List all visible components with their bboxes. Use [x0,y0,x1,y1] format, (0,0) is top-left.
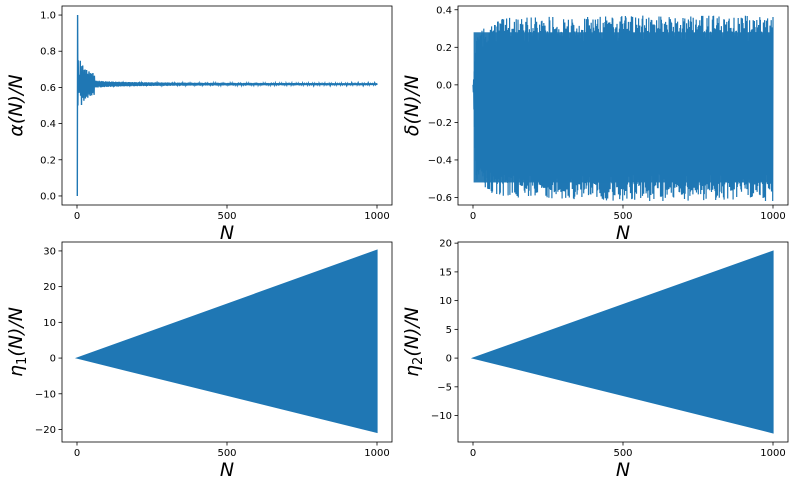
alpha-ytick-label: 0.6 [40,83,56,94]
delta-xtick-label: 1000 [760,211,785,222]
delta-ylabel: δ(N)/N [401,75,423,136]
alpha-xtick-label: 0 [74,211,80,222]
delta-xtick-label: 500 [613,211,632,222]
eta2-ytick-label: −10 [431,411,452,422]
delta-xtick-label: 0 [470,211,476,222]
alpha-xtick-label: 1000 [364,211,389,222]
alpha-ytick-label: 0.0 [40,191,56,202]
eta2-ylabel: η2(N)/N [401,307,426,377]
eta1-xtick-label: 1000 [364,448,389,459]
eta1-series-area [74,249,378,434]
delta-ytick-label: −0.6 [428,193,452,204]
eta2-ytick-label: 20 [439,239,452,250]
eta2-subplot: 0 500 1000 −10 −5 0 5 10 15 20 Nη2(N)/N [401,239,789,481]
alpha-ytick-label: 0.2 [40,155,56,166]
eta2-ytick-label: 5 [446,325,452,336]
eta1-ytick-label: 20 [43,282,56,293]
delta-ytick-label: −0.2 [428,118,452,129]
eta2-ytick-label: −5 [437,382,452,393]
eta1-ytick-label: 0 [50,354,56,365]
delta-subplot: 0 500 1000 −0.6 −0.4 −0.2 0.0 0.2 0.4 Nδ(N)/N [401,5,789,244]
delta-ytick-label: −0.4 [428,155,452,166]
delta-ytick-label: 0.2 [436,43,452,54]
eta2-ytick-label: 10 [439,296,452,307]
alpha-xlabel: N [220,222,234,244]
alpha-xtick-label: 500 [217,211,236,222]
delta-ytick-label: 0.4 [436,5,452,16]
eta2-ytick-label: 15 [439,267,452,278]
alpha-ytick-label: 0.4 [40,119,56,130]
alpha-ylabel: α(N)/N [5,74,27,136]
eta2-xtick-label: 0 [470,448,476,459]
eta1-subplot: 0 500 1000 −20 −10 0 10 20 30 Nη1(N)/N [5,241,393,481]
eta2-series-area [470,250,774,434]
eta1-xlabel: N [220,459,234,481]
eta2-xlabel: N [616,459,630,481]
eta1-xtick-label: 0 [74,448,80,459]
eta2-xtick-label: 1000 [760,448,785,459]
eta1-ytick-label: 10 [43,318,56,329]
alpha-ytick-label: 0.8 [40,47,56,58]
eta1-ytick-label: 30 [43,246,56,257]
alpha-series-line [76,15,378,196]
delta-series-fill [473,32,773,183]
eta1-ytick-label: −10 [35,389,56,400]
alpha-subplot: 0 500 1000 0.0 0.2 0.4 0.6 0.8 1.0 Nα(N)/N [5,5,393,244]
delta-ytick-label: 0.0 [436,80,452,91]
delta-xlabel: N [616,222,630,244]
eta1-ytick-label: −20 [35,425,56,436]
alpha-ytick-label: 1.0 [40,11,56,22]
eta2-ytick-label: 0 [446,354,452,365]
eta1-xtick-label: 500 [217,448,236,459]
eta1-ylabel: η1(N)/N [5,307,30,377]
eta2-xtick-label: 500 [613,448,632,459]
